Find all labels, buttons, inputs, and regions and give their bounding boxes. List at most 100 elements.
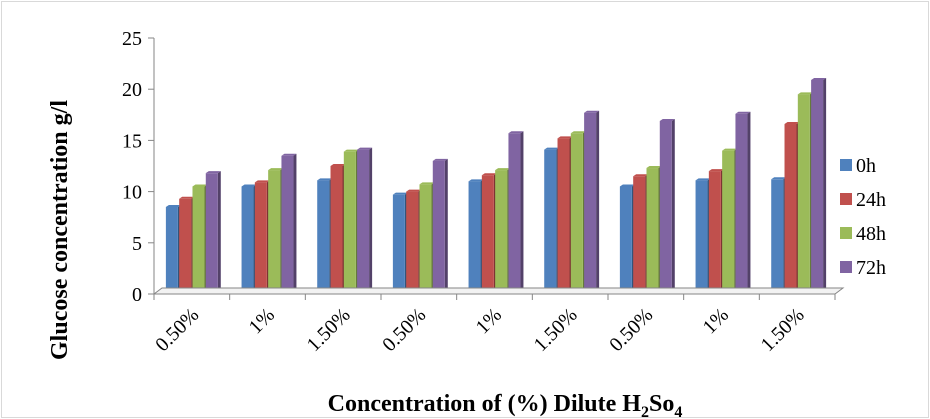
bar-top <box>192 184 208 187</box>
bar <box>254 180 270 294</box>
bar-side <box>293 153 297 294</box>
bar-top <box>495 168 511 171</box>
bar-side <box>520 131 524 294</box>
bar-top <box>619 184 635 187</box>
bar-front <box>811 79 824 294</box>
bar <box>165 204 181 294</box>
bar-top <box>771 177 787 180</box>
bar-front <box>317 180 330 294</box>
bar <box>633 174 649 294</box>
x-tick-label: 1% <box>472 304 506 338</box>
y-tick-label: 0 <box>132 284 142 306</box>
bar-side <box>217 171 221 294</box>
bar-top <box>241 184 257 187</box>
y-tick-label: 20 <box>122 79 142 101</box>
y-tick-label: 25 <box>122 28 142 50</box>
bar-top <box>735 111 751 114</box>
bar <box>392 192 408 294</box>
bar <box>468 179 484 294</box>
x-axis-label-subscript-1: 2 <box>641 404 649 419</box>
bar <box>557 136 573 294</box>
x-tick-label: 0.50% <box>605 304 657 356</box>
x-tick-label: 1% <box>699 304 733 338</box>
x-tick-label: 0.50% <box>378 304 430 356</box>
bar-front <box>192 186 205 294</box>
bar-front <box>735 113 748 294</box>
bar-front <box>771 179 784 294</box>
bar-front <box>619 186 632 294</box>
y-tick-label: 10 <box>122 182 142 204</box>
bar <box>330 164 346 294</box>
legend-swatch <box>840 227 852 239</box>
bar-front <box>330 166 343 294</box>
bar-front <box>708 171 721 294</box>
bar-front <box>406 191 419 294</box>
bar-top <box>268 168 284 171</box>
bar <box>784 122 800 295</box>
legend-swatch <box>840 159 852 171</box>
bar-front <box>468 181 481 294</box>
y-tick-label: 15 <box>122 130 142 152</box>
bar-top <box>468 179 484 182</box>
bar-front <box>508 133 521 294</box>
bar <box>179 196 195 294</box>
legend-item: 48h <box>840 223 886 245</box>
x-tick-label: 1.50% <box>530 304 582 356</box>
legend: 0h 24h 48h 72h <box>840 155 886 279</box>
bar-side <box>369 147 373 294</box>
bar-side <box>823 77 827 294</box>
legend-label: 48h <box>856 223 886 245</box>
bar-front <box>633 176 646 294</box>
legend-swatch <box>840 261 852 273</box>
bar-top <box>584 110 600 113</box>
bar <box>735 111 751 294</box>
x-axis-label-prefix: Concentration of (%) Dilute H <box>328 391 642 417</box>
x-axis-label: Concentration of (%) Dilute H2So4 <box>328 391 683 419</box>
bar-front <box>584 112 597 294</box>
bar-top <box>481 173 497 176</box>
bar <box>722 148 738 294</box>
bar-top <box>508 131 524 134</box>
bar-front <box>432 160 445 294</box>
bar-top <box>695 178 711 181</box>
bar-top <box>392 192 408 195</box>
bar-front <box>281 155 294 294</box>
bar-top <box>646 166 662 169</box>
bar-front <box>557 138 570 294</box>
bar <box>317 178 333 294</box>
x-axis-ticks: 0.50% 1% 1.50% 0.50% 1% 1.50% 0.50% 1% 1.50% <box>151 294 836 356</box>
bar <box>544 147 560 294</box>
y-axis-label: Glucose concentration g/l <box>47 100 73 360</box>
bar-front <box>784 124 797 295</box>
bar <box>419 182 435 294</box>
bar-front <box>268 170 281 294</box>
legend-item: 24h <box>840 189 886 211</box>
bar-front <box>481 175 494 294</box>
bar-top <box>419 182 435 185</box>
bar <box>771 177 787 294</box>
bar-top <box>179 196 195 199</box>
bar <box>619 184 635 294</box>
bars-layer <box>165 77 827 295</box>
y-axis-ticks: 0 5 10 15 20 25 <box>122 28 154 306</box>
bar-top <box>281 153 297 156</box>
bar <box>281 153 297 294</box>
bar-side <box>596 110 600 294</box>
x-tick-label: 1% <box>245 304 279 338</box>
legend-item: 72h <box>840 257 886 279</box>
x-tick-label: 1.50% <box>303 304 355 356</box>
bar-top <box>343 149 359 152</box>
bar-front <box>357 149 370 294</box>
bar-top <box>317 178 333 181</box>
bar <box>268 168 284 294</box>
bar-front <box>165 206 178 294</box>
bar-front <box>254 182 267 294</box>
bar-top <box>557 136 573 139</box>
bar-top <box>811 77 827 80</box>
bar-front <box>343 151 356 294</box>
bar-front <box>241 186 254 294</box>
x-tick-label: 1.50% <box>757 304 809 356</box>
bar-top <box>330 164 346 166</box>
bar <box>481 173 497 294</box>
